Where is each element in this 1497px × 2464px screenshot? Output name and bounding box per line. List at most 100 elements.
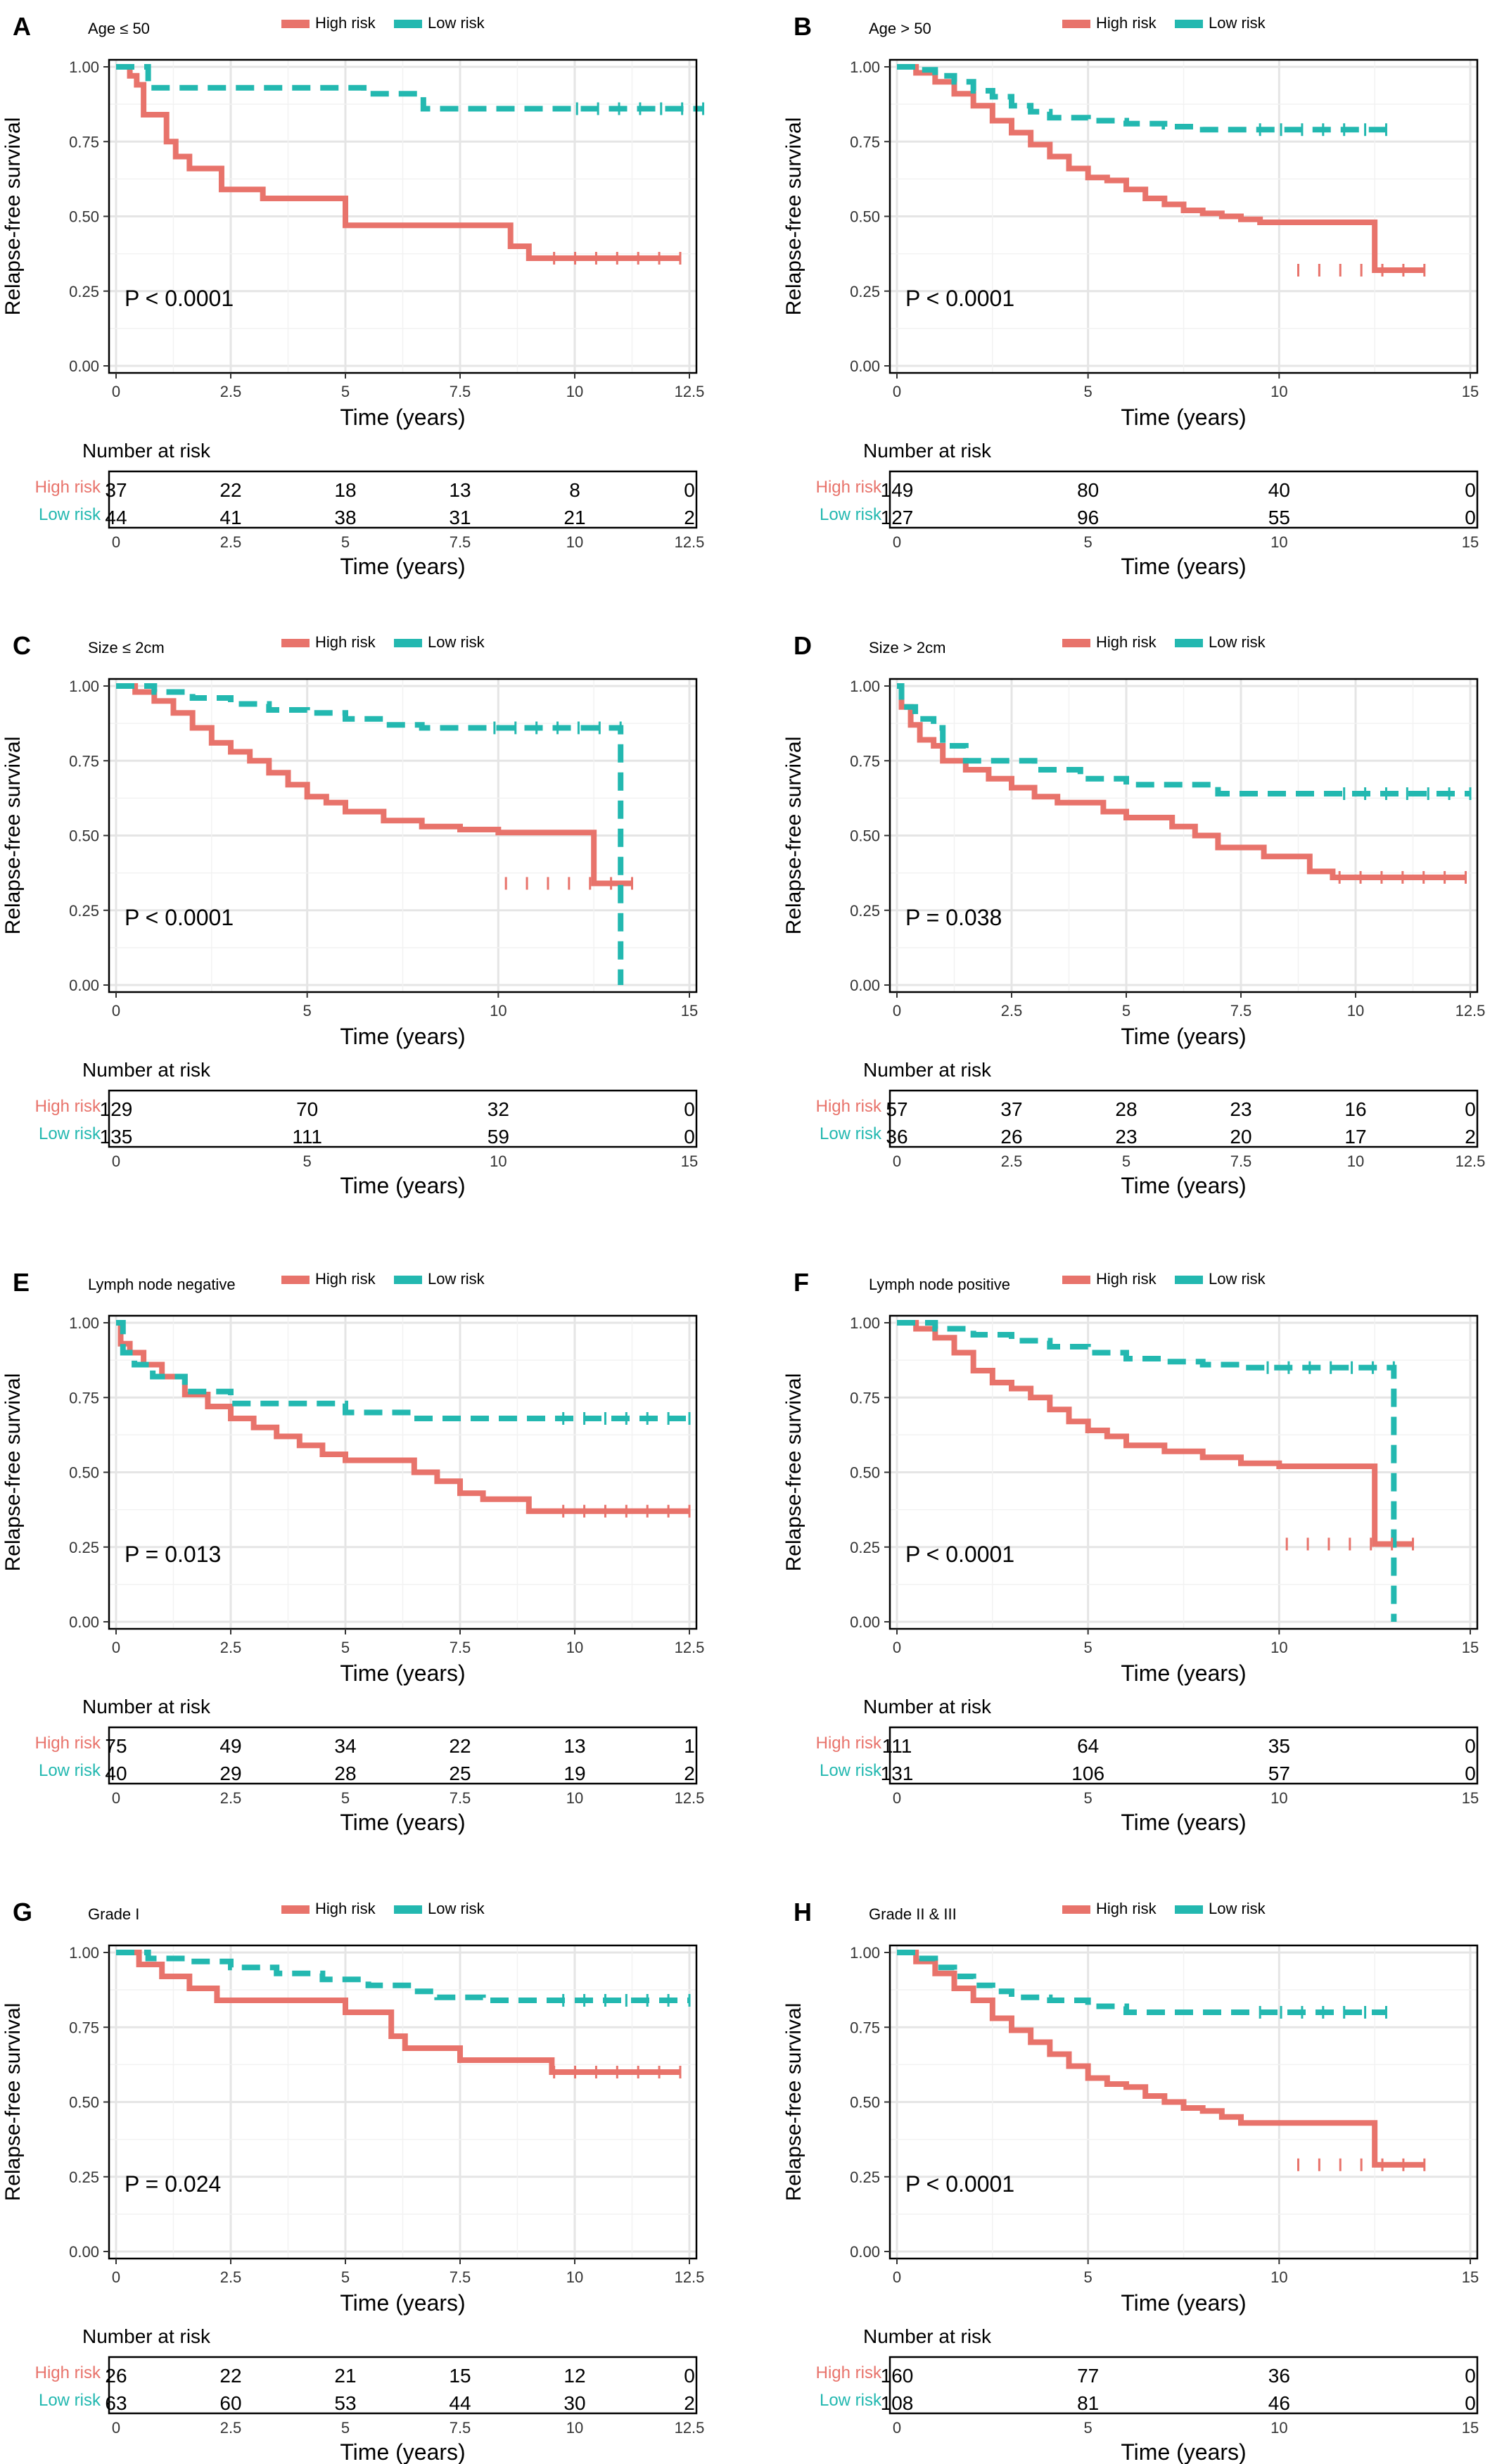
curve-high-risk xyxy=(897,1950,1425,2168)
p-value: P = 0.024 xyxy=(125,2171,221,2197)
risk-count-low: 127 xyxy=(881,507,914,528)
risk-count-low: 36 xyxy=(886,1126,907,1148)
risk-count-high: 37 xyxy=(105,479,127,501)
legend-swatch-high xyxy=(281,1276,310,1284)
panel-letter: F xyxy=(794,1268,809,1297)
risk-count-high: 70 xyxy=(296,1098,318,1120)
panel-letter: D xyxy=(794,631,812,660)
risk-xtick-label: 15 xyxy=(1462,2419,1479,2437)
risk-xtick-label: 10 xyxy=(1270,533,1287,551)
ytick-label: 0.00 xyxy=(69,977,99,994)
x-axis-label: Time (years) xyxy=(340,2290,465,2316)
ytick-label: 0.75 xyxy=(850,2019,880,2036)
panel-letter: E xyxy=(13,1268,30,1297)
risk-count-low: 30 xyxy=(563,2392,585,2414)
risk-table-title: Number at risk xyxy=(863,440,992,462)
risk-row-label-low: Low risk xyxy=(39,1124,101,1143)
y-axis-label: Relapse-free survival xyxy=(782,737,805,935)
xtick-label: 10 xyxy=(1270,383,1287,400)
curve-low-risk xyxy=(897,1320,1397,1622)
risk-xtick-label: 0 xyxy=(893,2419,901,2437)
ytick-label: 0.75 xyxy=(850,1389,880,1406)
risk-count-high: 37 xyxy=(1000,1098,1022,1120)
risk-row-label-high: High risk xyxy=(35,1097,101,1116)
risk-table-frame xyxy=(888,1726,1479,1785)
x-axis-label: Time (years) xyxy=(340,1024,465,1049)
risk-row-label-high: High risk xyxy=(816,1097,882,1116)
y-axis-label: Relapse-free survival xyxy=(782,118,805,316)
curve-low-risk xyxy=(897,64,1387,133)
risk-xtick-label: 5 xyxy=(303,1152,312,1170)
risk-count-high: 64 xyxy=(1077,1735,1099,1757)
legend-swatch-low xyxy=(394,639,422,647)
ytick-label: 0.75 xyxy=(69,752,99,770)
ytick-label: 0.75 xyxy=(850,133,880,151)
risk-count-high: 77 xyxy=(1077,2365,1099,2387)
legend-swatch-high xyxy=(1062,639,1090,647)
panel-subtitle: Grade I xyxy=(88,1905,139,1923)
risk-count-high: 34 xyxy=(334,1735,356,1757)
curve-high-risk xyxy=(116,64,680,261)
risk-table-frame xyxy=(108,2356,698,2415)
panel-e: E Lymph node negative High risk Low risk 0.0… xyxy=(1,1268,704,1835)
xtick-label: 2.5 xyxy=(220,1639,242,1656)
risk-count-low: 2 xyxy=(684,507,695,528)
risk-row-label-high: High risk xyxy=(35,2363,101,2382)
risk-x-axis-label: Time (years) xyxy=(340,554,465,579)
legend-label-low: Low risk xyxy=(428,1900,485,1917)
ytick-label: 1.00 xyxy=(850,678,880,695)
risk-count-high: 32 xyxy=(488,1098,509,1120)
risk-xtick-label: 10 xyxy=(1347,1152,1364,1170)
legend-swatch-high xyxy=(1062,20,1090,28)
risk-x-axis-label: Time (years) xyxy=(340,1173,465,1198)
legend-label-high: High risk xyxy=(1096,14,1157,32)
legend-label-high: High risk xyxy=(315,1270,376,1288)
ytick-label: 0.25 xyxy=(850,283,880,300)
risk-x-axis-label: Time (years) xyxy=(1121,2439,1246,2464)
risk-xtick-label: 2.5 xyxy=(1001,1152,1023,1170)
xtick-label: 0 xyxy=(893,1639,901,1656)
risk-count-high: 160 xyxy=(881,2365,914,2387)
risk-xtick-label: 0 xyxy=(893,533,901,551)
ytick-label: 0.00 xyxy=(69,357,99,375)
risk-count-high: 13 xyxy=(563,1735,585,1757)
curve-low-risk xyxy=(116,1950,689,2003)
risk-count-low: 131 xyxy=(881,1763,914,1784)
xtick-label: 7.5 xyxy=(450,1639,471,1656)
risk-xtick-label: 2.5 xyxy=(220,1789,242,1807)
ytick-label: 0.00 xyxy=(69,2243,99,2261)
legend-swatch-high xyxy=(281,639,310,647)
ytick-label: 1.00 xyxy=(850,58,880,76)
risk-xtick-label: 10 xyxy=(566,1789,583,1807)
risk-count-high: 0 xyxy=(684,2365,695,2387)
risk-count-high: 15 xyxy=(449,2365,471,2387)
risk-count-high: 12 xyxy=(563,2365,585,2387)
xtick-label: 5 xyxy=(341,1639,350,1656)
risk-xtick-label: 0 xyxy=(112,2419,120,2437)
xtick-label: 10 xyxy=(566,2268,583,2286)
risk-row-label-high: High risk xyxy=(35,478,101,497)
risk-count-high: 49 xyxy=(219,1735,241,1757)
risk-xtick-label: 7.5 xyxy=(450,2419,471,2437)
xtick-label: 5 xyxy=(1084,2268,1093,2286)
risk-count-high: 0 xyxy=(1465,1735,1476,1757)
risk-count-high: 0 xyxy=(684,1098,695,1120)
legend-label-low: Low risk xyxy=(428,1270,485,1288)
ytick-label: 1.00 xyxy=(850,1314,880,1332)
risk-count-high: 149 xyxy=(881,479,914,501)
risk-xtick-label: 7.5 xyxy=(450,533,471,551)
risk-table-title: Number at risk xyxy=(863,1059,992,1081)
risk-count-low: 63 xyxy=(105,2392,127,2414)
risk-xtick-label: 0 xyxy=(112,1789,120,1807)
risk-count-low: 55 xyxy=(1268,507,1290,528)
y-axis-label: Relapse-free survival xyxy=(782,2003,805,2202)
ytick-label: 0.50 xyxy=(69,2094,99,2111)
risk-count-high: 40 xyxy=(1268,479,1290,501)
ytick-label: 0.00 xyxy=(850,2243,880,2261)
risk-count-low: 96 xyxy=(1077,507,1099,528)
risk-xtick-label: 5 xyxy=(1084,2419,1093,2437)
ytick-label: 0.50 xyxy=(69,208,99,226)
risk-xtick-label: 12.5 xyxy=(1455,1152,1486,1170)
legend-label-high: High risk xyxy=(315,633,376,651)
